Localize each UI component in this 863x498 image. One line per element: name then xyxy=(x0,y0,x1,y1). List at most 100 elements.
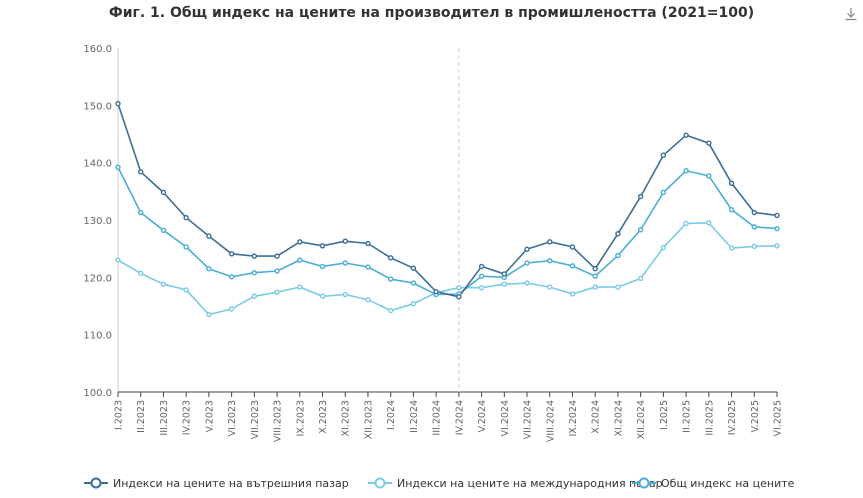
download-icon[interactable] xyxy=(843,6,859,22)
legend-swatch-domestic xyxy=(84,477,108,489)
data-point[interactable] xyxy=(456,294,462,300)
data-point[interactable] xyxy=(706,220,712,226)
x-tick-label: XII.2023 xyxy=(363,400,374,439)
data-point[interactable] xyxy=(569,291,576,297)
data-point[interactable] xyxy=(660,244,667,251)
data-point[interactable] xyxy=(592,273,598,279)
data-point[interactable] xyxy=(342,238,348,244)
data-point[interactable] xyxy=(342,291,348,298)
data-point[interactable] xyxy=(342,260,348,266)
data-point[interactable] xyxy=(183,244,189,250)
data-point[interactable] xyxy=(228,306,235,312)
data-point[interactable] xyxy=(592,266,598,272)
data-point[interactable] xyxy=(274,289,280,295)
data-point[interactable] xyxy=(365,264,371,270)
data-point[interactable] xyxy=(728,245,735,251)
data-point[interactable] xyxy=(297,239,303,245)
data-point[interactable] xyxy=(319,293,326,299)
data-point[interactable] xyxy=(683,167,689,174)
data-point[interactable] xyxy=(319,263,326,270)
data-point[interactable] xyxy=(569,263,576,269)
data-point[interactable] xyxy=(524,246,530,252)
data-point[interactable] xyxy=(115,100,121,107)
data-point[interactable] xyxy=(138,169,144,175)
data-point[interactable] xyxy=(478,263,485,270)
data-point[interactable] xyxy=(297,284,303,290)
data-point[interactable] xyxy=(297,257,303,263)
legend-item-domestic[interactable]: Индекси на цените на вътрешния пазар xyxy=(84,476,349,490)
data-point[interactable] xyxy=(138,270,144,277)
data-point[interactable] xyxy=(524,280,530,286)
x-tick-label: VIII.2024 xyxy=(545,400,556,442)
data-point[interactable] xyxy=(501,281,508,287)
data-point[interactable] xyxy=(751,224,757,230)
legend-item-international[interactable]: Индекси на цените на международния пазар xyxy=(368,476,663,490)
x-tick-label: VI.2023 xyxy=(227,400,238,437)
data-point[interactable] xyxy=(274,268,280,274)
x-tick-label: V.2023 xyxy=(204,400,215,432)
data-point[interactable] xyxy=(387,255,394,261)
data-point[interactable] xyxy=(615,231,621,237)
data-point[interactable] xyxy=(410,265,417,271)
data-point[interactable] xyxy=(160,227,167,234)
data-point[interactable] xyxy=(501,271,508,277)
legend-item-total[interactable]: Общ индекс на цените xyxy=(632,476,794,490)
data-point[interactable] xyxy=(615,284,621,290)
data-point[interactable] xyxy=(183,215,189,221)
data-point[interactable] xyxy=(637,227,644,233)
data-point[interactable] xyxy=(410,301,417,307)
data-point[interactable] xyxy=(478,284,485,291)
data-point[interactable] xyxy=(774,212,780,219)
data-point[interactable] xyxy=(478,273,485,279)
data-point[interactable] xyxy=(206,266,212,272)
data-point[interactable] xyxy=(410,280,417,286)
data-point[interactable] xyxy=(547,258,553,264)
data-point[interactable] xyxy=(274,253,280,259)
data-point[interactable] xyxy=(547,239,553,245)
data-point[interactable] xyxy=(660,189,667,196)
data-point[interactable] xyxy=(774,225,780,232)
data-point[interactable] xyxy=(206,311,212,318)
legend-swatch-international xyxy=(368,477,392,489)
x-tick-label: II.2025 xyxy=(682,400,693,433)
data-point[interactable] xyxy=(228,251,235,257)
data-point[interactable] xyxy=(433,288,439,295)
data-point[interactable] xyxy=(251,270,258,276)
x-tick-label: III.2024 xyxy=(432,400,443,436)
data-point[interactable] xyxy=(615,252,621,259)
data-point[interactable] xyxy=(160,189,167,196)
data-point[interactable] xyxy=(637,193,644,200)
data-point[interactable] xyxy=(706,140,712,146)
x-tick-label: VI.2024 xyxy=(500,400,511,437)
data-point[interactable] xyxy=(569,244,576,250)
data-point[interactable] xyxy=(456,284,462,291)
data-point[interactable] xyxy=(592,284,598,290)
data-point[interactable] xyxy=(206,233,212,239)
data-point[interactable] xyxy=(387,307,394,314)
data-point[interactable] xyxy=(547,284,553,290)
data-point[interactable] xyxy=(683,132,689,138)
data-point[interactable] xyxy=(660,152,667,158)
data-point[interactable] xyxy=(683,220,689,227)
x-tick-label: II.2024 xyxy=(409,400,420,433)
data-point[interactable] xyxy=(706,173,712,179)
data-point[interactable] xyxy=(365,240,371,247)
data-point[interactable] xyxy=(251,293,258,299)
data-point[interactable] xyxy=(115,257,121,263)
data-point[interactable] xyxy=(183,287,189,293)
data-point[interactable] xyxy=(637,275,644,282)
data-point[interactable] xyxy=(228,274,235,280)
data-point[interactable] xyxy=(365,296,371,303)
data-point[interactable] xyxy=(319,243,326,249)
data-point[interactable] xyxy=(728,206,735,213)
data-point[interactable] xyxy=(115,164,121,170)
data-point[interactable] xyxy=(524,260,530,266)
data-point[interactable] xyxy=(251,253,258,259)
data-point[interactable] xyxy=(751,243,757,250)
data-point[interactable] xyxy=(387,276,394,282)
data-point[interactable] xyxy=(751,209,757,216)
data-point[interactable] xyxy=(160,281,167,287)
data-point[interactable] xyxy=(774,243,780,249)
data-point[interactable] xyxy=(728,180,735,187)
data-point[interactable] xyxy=(138,209,144,216)
